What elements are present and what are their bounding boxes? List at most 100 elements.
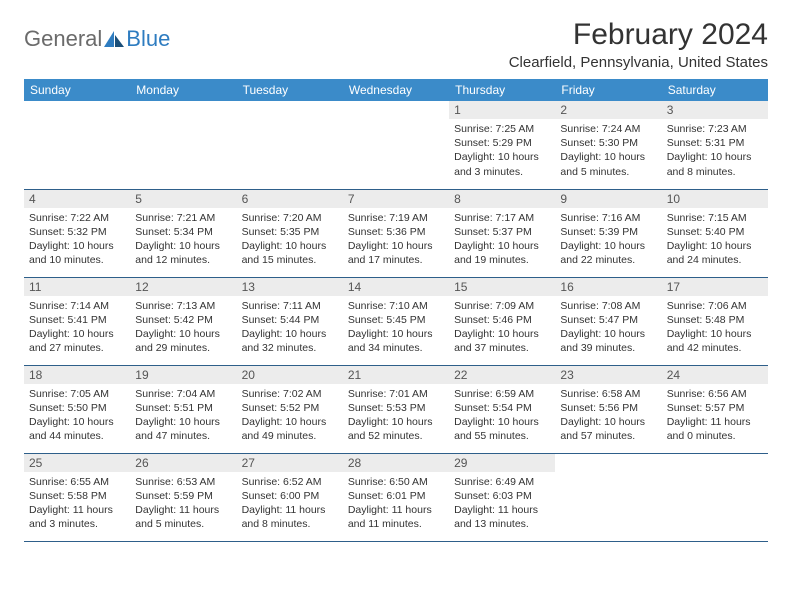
day-details: Sunrise: 7:22 AMSunset: 5:32 PMDaylight:…	[24, 208, 130, 273]
brand-word-2: Blue	[126, 26, 170, 52]
daylight-line: Daylight: 11 hours and 0 minutes.	[667, 415, 763, 443]
day-details: Sunrise: 7:11 AMSunset: 5:44 PMDaylight:…	[237, 296, 343, 361]
calendar-cell	[237, 101, 343, 189]
sunrise-line: Sunrise: 6:55 AM	[29, 475, 125, 489]
day-details: Sunrise: 7:21 AMSunset: 5:34 PMDaylight:…	[130, 208, 236, 273]
day-number: 20	[237, 366, 343, 384]
calendar-week-row: 25 Sunrise: 6:55 AMSunset: 5:58 PM Dayligh…	[24, 453, 768, 541]
sunset-line: Sunset: 5:41 PM	[29, 313, 125, 327]
sunset-line: Sunset: 5:57 PM	[667, 401, 763, 415]
day-details: Sunrise: 7:02 AMSunset: 5:52 PMDaylight:…	[237, 384, 343, 449]
day-number: 19	[130, 366, 236, 384]
calendar-week-row: 1Sunrise: 7:25 AMSunset: 5:29 PMDaylight…	[24, 101, 768, 189]
calendar-cell: 8Sunrise: 7:17 AMSunset: 5:37 PMDaylight…	[449, 189, 555, 277]
daylight-line: Daylight: 10 hours and 32 minutes.	[242, 327, 338, 355]
calendar-cell: 7Sunrise: 7:19 AMSunset: 5:36 PMDaylight…	[343, 189, 449, 277]
daylight-line: Daylight: 11 hours and 8 minutes.	[242, 503, 338, 531]
page-title: February 2024	[509, 18, 768, 52]
day-details: Sunrise: 6:49 AMSunset: 6:03 PMDaylight:…	[449, 472, 555, 537]
day-details: Sunrise: 7:09 AMSunset: 5:46 PMDaylight:…	[449, 296, 555, 361]
sunrise-line: Sunrise: 7:02 AM	[242, 387, 338, 401]
sunrise-line: Sunrise: 7:17 AM	[454, 211, 550, 225]
calendar-cell: 21Sunrise: 7:01 AMSunset: 5:53 PMDayligh…	[343, 365, 449, 453]
day-number: 14	[343, 278, 449, 296]
daylight-line: Daylight: 10 hours and 57 minutes.	[560, 415, 656, 443]
day-number: 23	[555, 366, 661, 384]
sunset-line: Sunset: 5:56 PM	[560, 401, 656, 415]
calendar-cell: 18Sunrise: 7:05 AMSunset: 5:50 PMDayligh…	[24, 365, 130, 453]
calendar-cell: 26Sunrise: 6:53 AMSunset: 5:59 PMDayligh…	[130, 453, 236, 541]
daylight-line: Daylight: 10 hours and 17 minutes.	[348, 239, 444, 267]
sunset-line: Sunset: 5:59 PM	[135, 489, 231, 503]
weekday-header: Friday	[555, 79, 661, 101]
calendar-cell: 4Sunrise: 7:22 AMSunset: 5:32 PMDaylight…	[24, 189, 130, 277]
calendar-table: SundayMondayTuesdayWednesdayThursdayFrid…	[24, 79, 768, 542]
brand-word-1: General	[24, 26, 102, 52]
day-details: Sunrise: 7:04 AMSunset: 5:51 PMDaylight:…	[130, 384, 236, 449]
day-details: Sunrise: 6:59 AMSunset: 5:54 PMDaylight:…	[449, 384, 555, 449]
sunrise-line: Sunrise: 6:59 AM	[454, 387, 550, 401]
sunrise-line: Sunrise: 7:11 AM	[242, 299, 338, 313]
sunrise-line: Sunrise: 7:08 AM	[560, 299, 656, 313]
day-number: 4	[24, 190, 130, 208]
daylight-line: Daylight: 10 hours and 29 minutes.	[135, 327, 231, 355]
sunset-line: Sunset: 5:54 PM	[454, 401, 550, 415]
day-details: Sunrise: 7:01 AMSunset: 5:53 PMDaylight:…	[343, 384, 449, 449]
sunset-line: Sunset: 5:50 PM	[29, 401, 125, 415]
sunrise-line: Sunrise: 7:15 AM	[667, 211, 763, 225]
daylight-line: Daylight: 11 hours and 5 minutes.	[135, 503, 231, 531]
calendar-cell: 12Sunrise: 7:13 AMSunset: 5:42 PMDayligh…	[130, 277, 236, 365]
day-number: 16	[555, 278, 661, 296]
day-number: 10	[662, 190, 768, 208]
calendar-cell: 10Sunrise: 7:15 AMSunset: 5:40 PMDayligh…	[662, 189, 768, 277]
day-number: 22	[449, 366, 555, 384]
sunrise-line: Sunrise: 6:49 AM	[454, 475, 550, 489]
calendar-cell: 29Sunrise: 6:49 AMSunset: 6:03 PMDayligh…	[449, 453, 555, 541]
sunset-line: Sunset: 5:32 PM	[29, 225, 125, 239]
sunrise-line: Sunrise: 7:04 AM	[135, 387, 231, 401]
daylight-line: Daylight: 10 hours and 47 minutes.	[135, 415, 231, 443]
brand-sail-icon	[104, 31, 124, 47]
day-number: 25	[24, 454, 130, 472]
sunset-line: Sunset: 5:30 PM	[560, 136, 656, 150]
sunset-line: Sunset: 5:58 PM	[29, 489, 125, 503]
title-block: February 2024 Clearfield, Pennsylvania, …	[509, 18, 768, 71]
daylight-line: Daylight: 10 hours and 22 minutes.	[560, 239, 656, 267]
day-details: Sunrise: 6:58 AMSunset: 5:56 PMDaylight:…	[555, 384, 661, 449]
sunrise-line: Sunrise: 7:25 AM	[454, 122, 550, 136]
day-details: Sunrise: 7:10 AMSunset: 5:45 PMDaylight:…	[343, 296, 449, 361]
sunset-line: Sunset: 5:35 PM	[242, 225, 338, 239]
day-details: Sunrise: 7:06 AMSunset: 5:48 PMDaylight:…	[662, 296, 768, 361]
calendar-cell: 14Sunrise: 7:10 AMSunset: 5:45 PMDayligh…	[343, 277, 449, 365]
day-details: Sunrise: 7:20 AMSunset: 5:35 PMDaylight:…	[237, 208, 343, 273]
sunset-line: Sunset: 5:31 PM	[667, 136, 763, 150]
sunrise-line: Sunrise: 7:19 AM	[348, 211, 444, 225]
calendar-cell: 5Sunrise: 7:21 AMSunset: 5:34 PMDaylight…	[130, 189, 236, 277]
calendar-cell: 24Sunrise: 6:56 AMSunset: 5:57 PMDayligh…	[662, 365, 768, 453]
day-details: Sunrise: 7:25 AMSunset: 5:29 PMDaylight:…	[449, 119, 555, 184]
day-details: Sunrise: 6:53 AMSunset: 5:59 PMDaylight:…	[130, 472, 236, 537]
calendar-cell: 3Sunrise: 7:23 AMSunset: 5:31 PMDaylight…	[662, 101, 768, 189]
day-details: Sunrise: 7:05 AMSunset: 5:50 PMDaylight:…	[24, 384, 130, 449]
sunrise-line: Sunrise: 7:09 AM	[454, 299, 550, 313]
calendar-week-row: 18Sunrise: 7:05 AMSunset: 5:50 PMDayligh…	[24, 365, 768, 453]
brand-logo: General Blue	[24, 26, 170, 52]
weekday-header: Tuesday	[237, 79, 343, 101]
day-details: Sunrise: 7:19 AMSunset: 5:36 PMDaylight:…	[343, 208, 449, 273]
calendar-week-row: 4Sunrise: 7:22 AMSunset: 5:32 PMDaylight…	[24, 189, 768, 277]
sunrise-line: Sunrise: 7:20 AM	[242, 211, 338, 225]
daylight-line: Daylight: 10 hours and 39 minutes.	[560, 327, 656, 355]
weekday-header-row: SundayMondayTuesdayWednesdayThursdayFrid…	[24, 79, 768, 101]
day-details: Sunrise: 6:56 AMSunset: 5:57 PMDaylight:…	[662, 384, 768, 449]
day-number: 21	[343, 366, 449, 384]
sunset-line: Sunset: 5:42 PM	[135, 313, 231, 327]
day-number: 18	[24, 366, 130, 384]
daylight-line: Daylight: 10 hours and 44 minutes.	[29, 415, 125, 443]
weekday-header: Wednesday	[343, 79, 449, 101]
calendar-cell	[343, 101, 449, 189]
calendar-cell: 22Sunrise: 6:59 AMSunset: 5:54 PMDayligh…	[449, 365, 555, 453]
day-details: Sunrise: 7:08 AMSunset: 5:47 PMDaylight:…	[555, 296, 661, 361]
sunset-line: Sunset: 5:37 PM	[454, 225, 550, 239]
sunset-line: Sunset: 5:47 PM	[560, 313, 656, 327]
day-number: 17	[662, 278, 768, 296]
